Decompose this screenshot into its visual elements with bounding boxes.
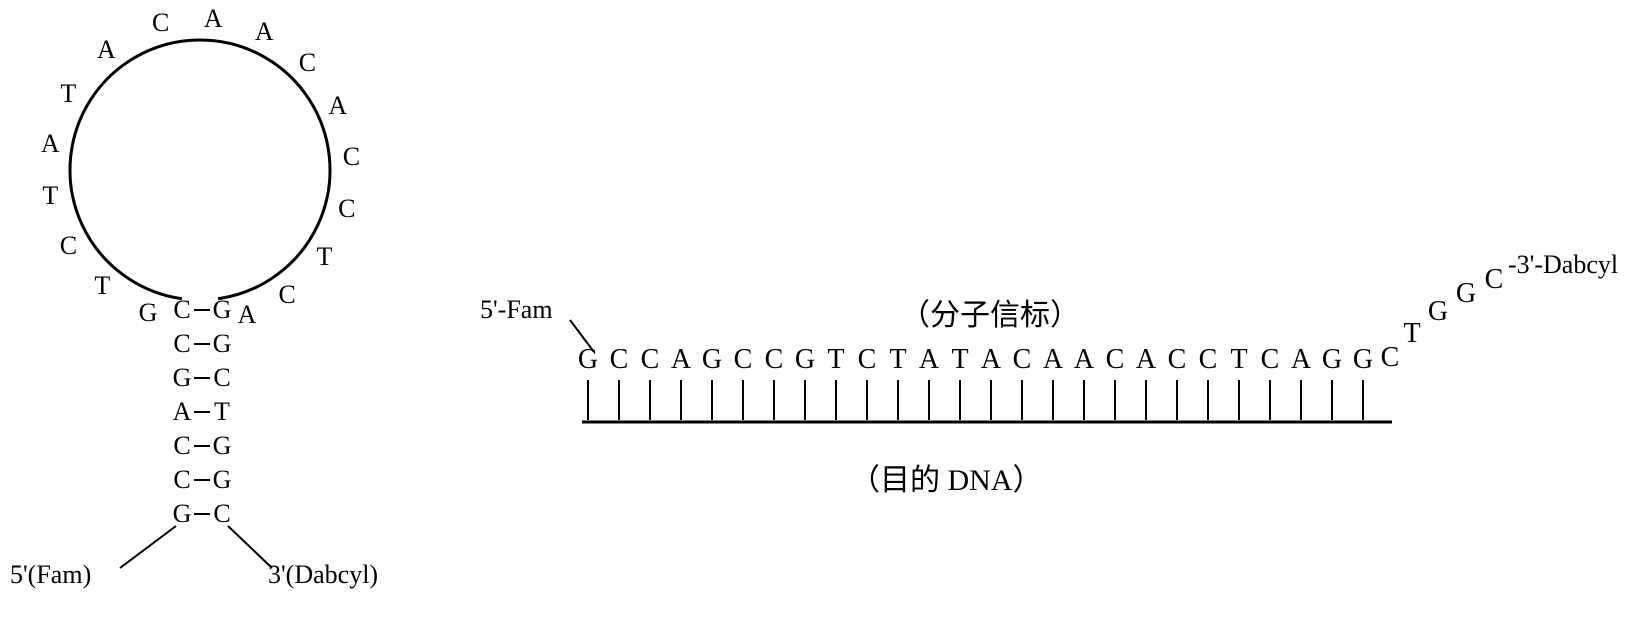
loop-nucleotide-2: C: [60, 231, 77, 261]
stem-right-6: C: [213, 499, 230, 529]
open-seq-letter-2: C: [641, 344, 660, 376]
stem-left-0: C: [173, 295, 190, 325]
open-top-caption: （分子信标）: [900, 290, 1080, 334]
stem-left-3: A: [173, 397, 192, 427]
loop-nucleotide-1: T: [94, 271, 110, 301]
stem-right-0: G: [213, 295, 232, 325]
open-tail-letter-3: G: [1456, 278, 1476, 310]
open-seq-letter-21: T: [1230, 344, 1247, 376]
open-seq-letter-17: C: [1106, 344, 1125, 376]
stem-left-6: G: [173, 499, 192, 529]
open-seq-letter-22: C: [1261, 344, 1280, 376]
stem-left-4: C: [173, 431, 190, 461]
loop-nucleotide-4: A: [41, 129, 60, 159]
stem-left-2: G: [173, 363, 192, 393]
loop-nucleotide-3: T: [42, 181, 58, 211]
stem-left-5: C: [173, 465, 190, 495]
open-tail-letter-0: C: [1381, 342, 1400, 374]
stem-right-2: C: [213, 363, 230, 393]
open-tail-letter-1: T: [1403, 318, 1420, 350]
open-seq-letter-20: C: [1199, 344, 1218, 376]
stem-left-1: C: [173, 329, 190, 359]
open-seq-letter-0: G: [578, 344, 598, 376]
open-seq-letter-18: A: [1136, 344, 1156, 376]
open-seq-letter-23: A: [1291, 344, 1311, 376]
loop-nucleotide-11: A: [328, 91, 347, 121]
diagram-canvas: 5'(Fam) 3'(Dabcyl) 5'-Fam -3'-Dabcyl （分子…: [0, 0, 1630, 630]
loop-nucleotide-5: T: [60, 79, 76, 109]
open-seq-letter-25: G: [1353, 344, 1373, 376]
open-seq-letter-14: C: [1013, 344, 1032, 376]
open-3prime-label: -3'-Dabcyl: [1508, 250, 1618, 280]
loop-nucleotide-12: C: [343, 142, 360, 172]
open-seq-letter-19: C: [1168, 344, 1187, 376]
open-tail-letter-2: G: [1428, 296, 1448, 328]
open-seq-letter-4: G: [702, 344, 722, 376]
loop-nucleotide-16: A: [238, 300, 257, 330]
open-seq-letter-5: C: [734, 344, 753, 376]
open-tail-letter-4: C: [1485, 264, 1504, 296]
open-seq-letter-8: T: [827, 344, 844, 376]
open-seq-letter-11: A: [919, 344, 939, 376]
loop-nucleotide-13: C: [338, 194, 355, 224]
loop-nucleotide-8: A: [204, 4, 223, 34]
hairpin-3prime-label: 3'(Dabcyl): [268, 560, 378, 590]
open-seq-letter-10: T: [889, 344, 906, 376]
open-seq-letter-7: G: [795, 344, 815, 376]
open-seq-letter-15: A: [1043, 344, 1063, 376]
loop-nucleotide-15: C: [279, 280, 296, 310]
open-seq-letter-16: A: [1074, 344, 1094, 376]
loop-nucleotide-10: C: [299, 48, 316, 78]
open-seq-letter-12: T: [951, 344, 968, 376]
loop-nucleotide-6: A: [97, 35, 116, 65]
open-seq-letter-13: A: [981, 344, 1001, 376]
open-bottom-caption: （目的 DNA）: [850, 455, 1043, 499]
loop-nucleotide-9: A: [255, 17, 274, 47]
hairpin-5prime-label: 5'(Fam): [10, 560, 91, 590]
stem-right-1: G: [213, 329, 232, 359]
stem-right-3: T: [214, 397, 230, 427]
open-seq-letter-9: C: [858, 344, 877, 376]
open-seq-letter-6: C: [765, 344, 784, 376]
stem-right-4: G: [213, 431, 232, 461]
open-seq-letter-3: A: [671, 344, 691, 376]
open-5prime-label: 5'-Fam: [480, 295, 553, 325]
stem-right-5: G: [213, 465, 232, 495]
open-seq-letter-24: G: [1322, 344, 1342, 376]
open-seq-letter-1: C: [610, 344, 629, 376]
loop-nucleotide-7: C: [152, 8, 169, 38]
loop-nucleotide-14: T: [317, 242, 333, 272]
loop-nucleotide-0: G: [139, 298, 158, 328]
